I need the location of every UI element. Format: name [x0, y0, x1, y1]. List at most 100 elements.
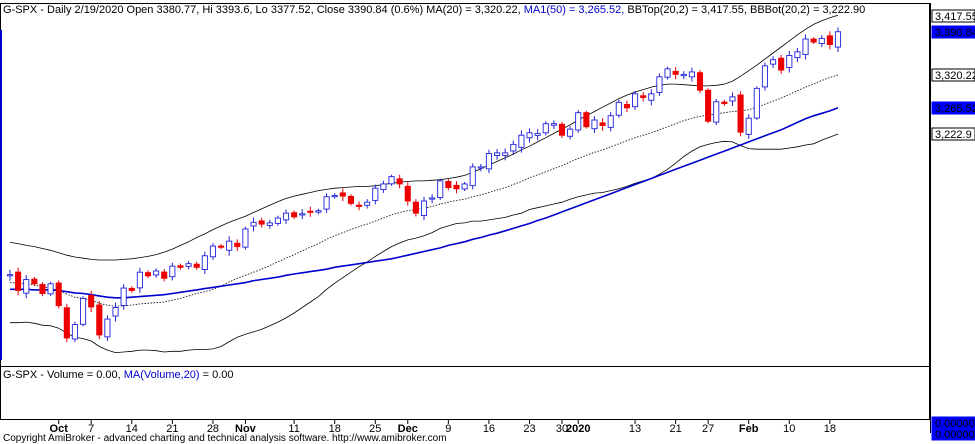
candle-up — [323, 196, 330, 210]
candle-up — [226, 240, 233, 251]
candle-down — [404, 185, 411, 202]
price-tag-label: 3,417.55 — [935, 11, 975, 23]
candle-down — [39, 284, 46, 294]
candle-up — [209, 245, 216, 258]
candle-up — [664, 68, 671, 78]
candlesticks — [6, 27, 842, 343]
price-tag-box — [931, 68, 975, 82]
candle-down — [55, 282, 62, 307]
price-tag-box — [931, 101, 975, 115]
candle-down — [15, 271, 22, 291]
price-tag-box — [931, 127, 975, 141]
candle-up — [364, 201, 371, 206]
candle-down — [339, 192, 346, 197]
volume-header: G-SPX - Volume = 0.00, MA(Volume,20) = 0… — [3, 369, 234, 381]
candle-down — [737, 94, 744, 133]
x-tick-label: 25 — [369, 423, 381, 435]
candle-up — [688, 71, 695, 78]
ma50-path — [10, 107, 839, 299]
candle-up — [632, 93, 639, 108]
candle-down — [412, 201, 419, 214]
header-info: - Daily 2/19/2020 Open 3380.77, Hi 3393.… — [37, 4, 426, 16]
ma20-path — [9, 74, 839, 307]
bb-bottom-line — [10, 133, 839, 354]
x-tick-label: 13 — [629, 423, 641, 435]
candle-up — [274, 217, 281, 224]
candle-down — [307, 210, 314, 213]
candle-up — [201, 255, 208, 271]
candle-down — [63, 307, 70, 339]
candle-down — [31, 278, 38, 285]
candle-up — [615, 101, 622, 116]
header-ma50: MA1(50) = 3,265.52, — [524, 4, 628, 16]
price-tag-label: 3,265.52 — [935, 103, 975, 115]
price-tags: 3,417.55 3,390.84 3,320.22 3,265.52 3,222.9 0… — [931, 9, 975, 441]
candle-down — [291, 212, 298, 218]
candle-up — [47, 283, 54, 295]
candle-up — [242, 228, 249, 248]
candle-down — [623, 104, 630, 109]
candle-up — [420, 200, 428, 216]
candle-up — [477, 166, 484, 169]
candle-up — [526, 132, 533, 139]
x-tick-label: 16 — [483, 423, 495, 435]
candle-up — [818, 37, 825, 44]
candle-up — [250, 221, 257, 227]
candle-down — [234, 242, 241, 248]
price-tag-box — [931, 9, 975, 23]
candle-up — [469, 166, 476, 187]
candle-up — [502, 152, 509, 156]
candle-up — [266, 222, 273, 226]
header-bbbot: BBBot(20,2) = 3,222.90 — [750, 4, 865, 16]
candle-up — [104, 318, 111, 338]
candle-up — [429, 197, 436, 200]
x-tick-label: 21 — [166, 423, 178, 435]
candle-up — [112, 307, 119, 317]
footer-copyright: Copyright AmiBroker - advanced charting … — [3, 433, 447, 444]
x-tick-label: 21 — [670, 423, 682, 435]
candle-down — [445, 181, 452, 189]
candle-up — [786, 55, 793, 68]
chart-header: G-SPX - Daily 2/19/2020 Open 3380.77, Hi… — [3, 4, 865, 16]
volume-tag-label: 0.00000 — [935, 418, 975, 430]
candle-up — [567, 128, 574, 137]
candle-up — [753, 87, 760, 119]
candle-up — [713, 101, 720, 123]
candle-up — [388, 176, 395, 185]
candle-up — [770, 59, 777, 65]
candle-up — [169, 265, 176, 278]
x-tick-label: 2020 — [566, 423, 590, 435]
ma20-line — [9, 74, 839, 307]
volume-suffix: = 0.00 — [200, 369, 234, 381]
candle-down — [193, 263, 200, 268]
x-tick-label: Feb — [739, 423, 759, 435]
candle-down — [705, 89, 712, 122]
candle-up — [518, 134, 525, 148]
header-symbol: G-SPX — [3, 4, 38, 16]
candle-up — [761, 65, 768, 88]
x-tick-label: 14 — [126, 423, 138, 435]
candle-up — [80, 297, 87, 325]
candle-up — [185, 263, 192, 267]
candle-down — [558, 123, 566, 136]
candle-down — [96, 304, 103, 336]
candle-down — [453, 184, 460, 190]
bb-top-line — [9, 14, 839, 261]
candle-up — [299, 213, 306, 216]
candle-up — [510, 143, 517, 152]
x-tick-label: 7 — [88, 423, 94, 435]
candle-up — [648, 93, 655, 101]
x-tick-label: 18 — [329, 423, 341, 435]
bollinger-bands — [9, 14, 839, 354]
candle-down — [599, 122, 606, 126]
candle-up — [745, 117, 752, 135]
x-tick-label: 18 — [824, 423, 836, 435]
x-tick-label: 9 — [445, 423, 451, 435]
x-tick-label: Oct — [50, 423, 69, 435]
candle-down — [826, 35, 833, 45]
candle-up — [136, 271, 143, 289]
candle-down — [672, 70, 679, 75]
candle-down — [396, 178, 403, 185]
